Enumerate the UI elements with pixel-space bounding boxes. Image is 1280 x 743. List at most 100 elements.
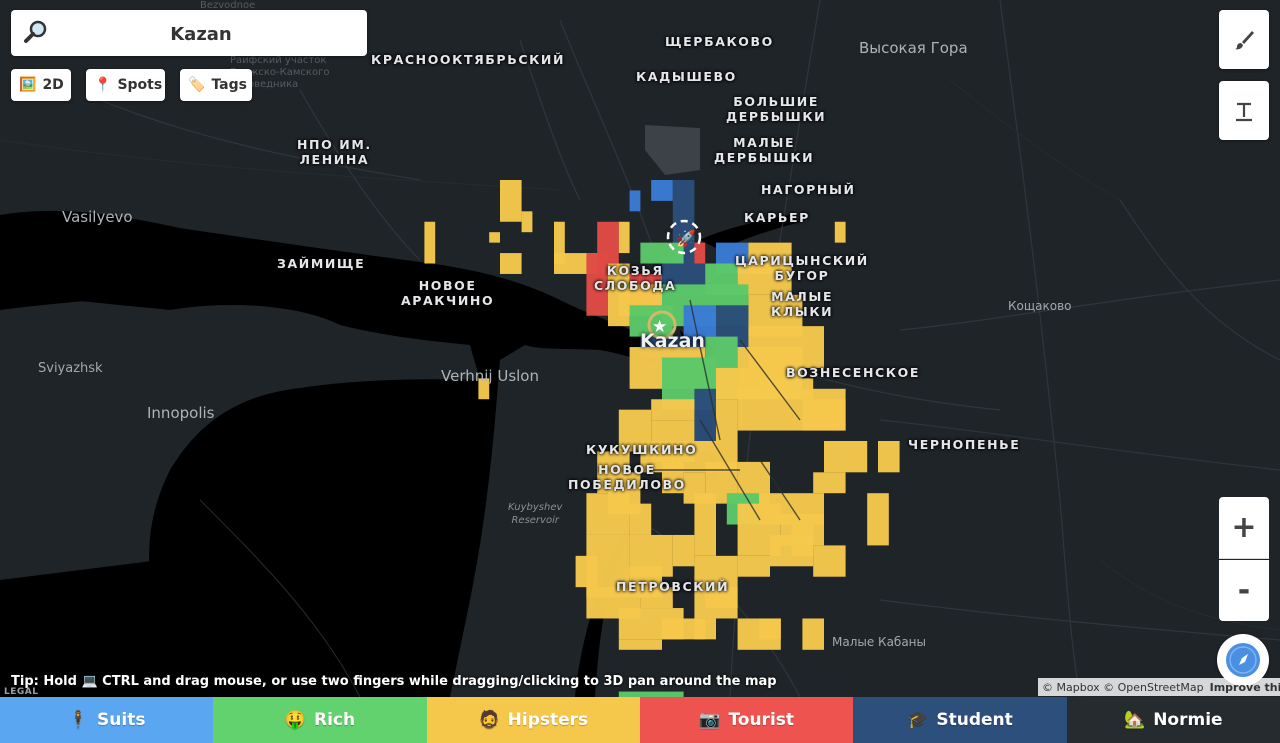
heat-cell bbox=[878, 441, 900, 473]
district-label: ВОЗНЕСЕНСКОЕ bbox=[786, 365, 920, 380]
map-canvas[interactable]: 🚀 ★ Bezvodnoe Раифский участок Волжско-К… bbox=[0, 0, 1280, 697]
picture-icon: 🖼️ bbox=[19, 77, 37, 93]
toggle-label: Spots bbox=[117, 77, 163, 93]
tab-label: Normie bbox=[1153, 710, 1223, 730]
place-label: Innopolis bbox=[147, 404, 215, 422]
heat-cell bbox=[651, 180, 673, 201]
tab-rich[interactable]: 🤑 Rich bbox=[213, 697, 427, 743]
grid-road bbox=[739, 339, 801, 421]
toggle-label: Tags bbox=[211, 77, 247, 93]
heat-cell bbox=[759, 618, 781, 640]
heat-cell bbox=[500, 253, 522, 274]
suit-icon: 🕴 bbox=[67, 710, 90, 730]
grid-road bbox=[759, 459, 801, 521]
tab-hipsters[interactable]: 🧔 Hipsters bbox=[426, 697, 640, 743]
district-label: ПЕТРОВСКИЙ bbox=[616, 579, 730, 594]
district-label: НАГОРНЫЙ bbox=[761, 182, 856, 197]
district-label: ЧЕРНОПЕНЬЕ bbox=[908, 437, 1021, 452]
heat-cell bbox=[716, 399, 738, 441]
heat-cell bbox=[618, 639, 662, 650]
district-label: НОВОЕ АРАКЧИНО bbox=[401, 278, 495, 308]
heat-cell bbox=[694, 242, 706, 264]
place-label: Малые Кабаны bbox=[832, 635, 926, 649]
improve-map-link[interactable]: Improve this map bbox=[1209, 680, 1280, 694]
tab-suits[interactable]: 🕴 Suits bbox=[0, 697, 214, 743]
heat-cell bbox=[575, 555, 598, 588]
legal-link[interactable]: LEGAL bbox=[4, 687, 39, 697]
toggle-spots-button[interactable]: 📍 Spots bbox=[86, 69, 165, 101]
heat-cell bbox=[694, 618, 716, 640]
heat-cell bbox=[554, 221, 565, 264]
tip-text: Tip: Hold 💻 CTRL and drag mouse, or use … bbox=[11, 674, 777, 689]
paint-brush-button[interactable] bbox=[1219, 10, 1269, 69]
attribution-text[interactable]: © Mapbox © OpenStreetMap bbox=[1042, 680, 1204, 694]
road-network bbox=[99, 0, 1280, 697]
tab-student[interactable]: 🎓 Student bbox=[853, 697, 1067, 743]
faint-label: Bezvodnoe bbox=[200, 0, 256, 11]
compass-icon bbox=[1226, 643, 1260, 677]
heat-cell bbox=[813, 472, 846, 494]
zoom-in-button[interactable]: + bbox=[1219, 497, 1269, 559]
district-label: НОВОЕ ПОБЕДИЛОВО bbox=[568, 462, 686, 492]
city-label: Kazan bbox=[640, 330, 705, 352]
faint-label: Раифский участок Волжско-Камского запове… bbox=[230, 55, 330, 90]
heat-cell bbox=[737, 555, 770, 577]
heat-cell bbox=[694, 388, 716, 452]
district-label: ЦАРИЦЫНСКИЙ БУГОР bbox=[735, 253, 869, 283]
district-label: БОЛЬШИЕ ДЕРБЫШКИ bbox=[726, 94, 827, 124]
heat-cell bbox=[683, 305, 716, 337]
district-label: КАДЫШЕВО bbox=[636, 69, 737, 84]
tab-label: Hipsters bbox=[507, 710, 589, 730]
category-bar: 🕴 Suits 🤑 Rich 🧔 Hipsters 📷 Tourist 🎓 St… bbox=[0, 697, 1280, 743]
svg-text:🚀: 🚀 bbox=[676, 229, 696, 248]
rocket-marker bbox=[666, 219, 702, 255]
pin-icon: 📍 bbox=[94, 77, 112, 93]
heat-cell bbox=[618, 221, 630, 254]
district-label: КОЗЬЯ СЛОБОДА bbox=[594, 263, 677, 293]
place-label: Sviyazhsk bbox=[38, 361, 103, 376]
place-label: Verhnij Uslon bbox=[441, 367, 539, 385]
heat-cell bbox=[705, 587, 738, 609]
locate-button[interactable] bbox=[1217, 634, 1269, 686]
heat-grid bbox=[424, 180, 900, 697]
heat-cell bbox=[759, 378, 814, 400]
tab-label: Suits bbox=[97, 710, 146, 730]
tab-tourist[interactable]: 📷 Tourist bbox=[639, 697, 854, 743]
graduation-cap-icon: 🎓 bbox=[907, 710, 929, 730]
toggle-tags-button[interactable]: 🏷️ Tags bbox=[180, 69, 252, 101]
district-label: КУКУШКИНО bbox=[586, 442, 698, 457]
heat-cell bbox=[586, 493, 630, 535]
heat-cell bbox=[813, 545, 846, 577]
tab-label: Tourist bbox=[728, 710, 795, 730]
heat-cell bbox=[834, 221, 846, 243]
heat-cell bbox=[802, 399, 846, 431]
tab-label: Rich bbox=[314, 710, 356, 730]
tab-normie[interactable]: 🏡 Normie bbox=[1066, 697, 1280, 743]
map-base: 🚀 ★ bbox=[0, 0, 1280, 697]
zoom-out-button[interactable]: - bbox=[1219, 560, 1269, 621]
district-label: ЗАЙМИЩЕ bbox=[277, 256, 366, 271]
attribution: © Mapbox © OpenStreetMap Improve this ma… bbox=[1038, 678, 1280, 696]
svg-text:★: ★ bbox=[652, 317, 667, 337]
heat-cell bbox=[824, 441, 868, 473]
text-tool-button[interactable] bbox=[1219, 81, 1269, 140]
district-label: КРАСНООКТЯБРЬСКИЙ bbox=[371, 52, 566, 67]
heat-cell bbox=[629, 503, 652, 535]
search-input[interactable] bbox=[61, 10, 341, 58]
heat-cell bbox=[672, 534, 695, 567]
camera-icon: 📷 bbox=[699, 710, 721, 730]
heat-cell bbox=[424, 221, 436, 264]
magnifier-icon bbox=[24, 20, 47, 43]
house-icon: 🏡 bbox=[1124, 710, 1146, 730]
bearded-face-icon: 🧔 bbox=[478, 710, 500, 730]
search-box bbox=[11, 10, 367, 58]
tag-icon: 🏷️ bbox=[188, 77, 206, 93]
place-label: Кощаково bbox=[1008, 299, 1072, 313]
toggle-label: 2D bbox=[42, 77, 64, 93]
heat-cell bbox=[618, 691, 684, 697]
heat-cell bbox=[586, 253, 608, 316]
tab-label: Student bbox=[936, 710, 1013, 730]
toggle-2d-button[interactable]: 🖼️ 2D bbox=[11, 69, 71, 101]
water-label: Kuybyshev Reservoir bbox=[508, 502, 563, 526]
heat-cell bbox=[651, 399, 695, 421]
